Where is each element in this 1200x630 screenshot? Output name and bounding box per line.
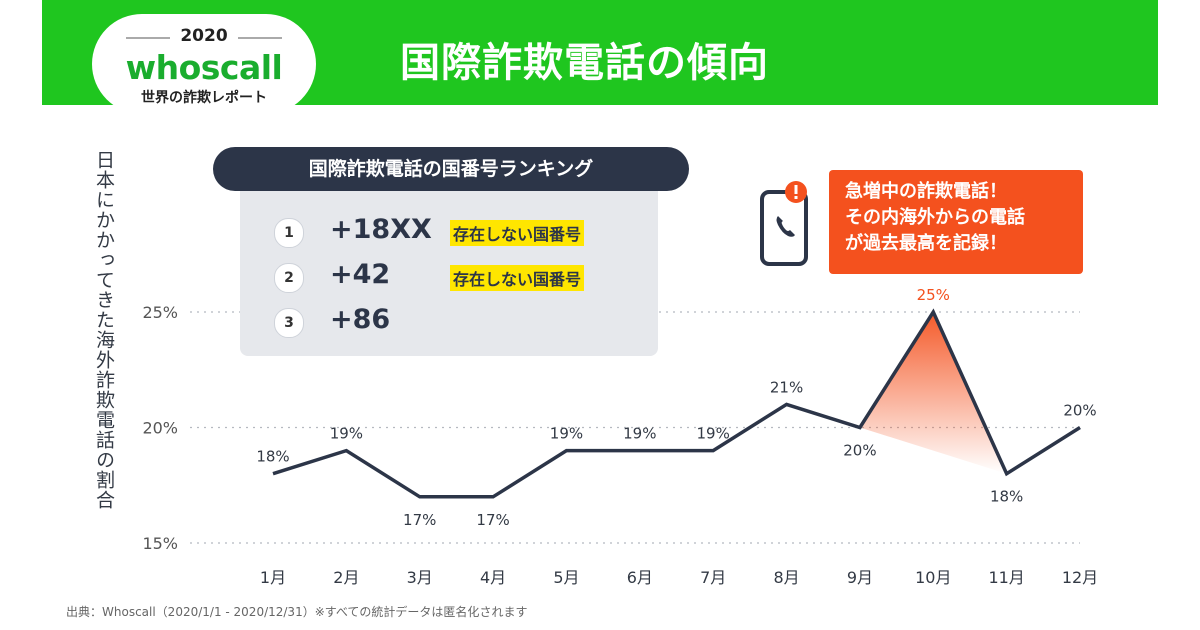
data-label: 19% [697,425,730,443]
callout-line-3: が過去最高を記録！ [845,233,1007,254]
ranking-box: 1 +18XX 存在しない国番号 2 +42 存在しない国番号 3 +86 [240,168,658,356]
x-tick-label: 9月 [847,568,873,587]
x-tick-label: 7月 [700,568,726,587]
country-code: +86 [330,304,391,335]
y-axis-label: 日本にかかってきた海外詐欺電話の割合 [93,150,115,510]
x-tick-label: 4月 [480,568,506,587]
rank-note: 存在しない国番号 [450,220,585,246]
badge-year: 2020 [180,26,228,46]
y-tick-label: 15% [142,534,178,553]
x-tick-label: 11月 [988,568,1024,587]
x-tick-label: 3月 [407,568,433,587]
data-label: 21% [770,378,803,396]
badge-subtitle: 世界の詐欺レポート [141,90,267,106]
data-label: 25% [917,286,950,304]
ranking-heading: 国際詐欺電話の国番号ランキング [213,147,689,191]
page-title: 国際詐欺電話の傾向 [400,40,769,86]
data-label: 17% [476,511,509,529]
x-tick-label: 12月 [1062,568,1098,587]
y-tick-label: 20% [142,419,178,438]
rank-number: 1 [274,218,304,248]
y-tick-label: 25% [142,303,178,322]
x-tick-label: 1月 [260,568,286,587]
peak-highlight-area [859,312,1007,474]
source-note: 出典：Whoscall（2020/1/1 - 2020/12/31）※すべての統… [66,605,528,619]
country-code: +18XX [330,214,432,245]
x-tick-label: 2月 [333,568,359,587]
data-label: 18% [990,488,1023,506]
rank-number: 3 [274,308,304,338]
callout-line-1: 急増中の詐欺電話！ [845,181,1007,202]
badge-divider-right [238,37,282,39]
rank-number: 2 [274,263,304,293]
x-tick-label: 5月 [553,568,579,587]
data-label: 17% [403,511,436,529]
phone-alert-icon [760,181,808,266]
rank-note: 存在しない国番号 [450,265,585,291]
data-label: 19% [550,425,583,443]
data-label: 19% [330,425,363,443]
callout-line-2: その内海外からの電話 [845,207,1025,228]
country-code: +42 [330,259,391,290]
data-label: 20% [1063,402,1096,420]
x-tick-label: 6月 [627,568,653,587]
brand-logo: whoscall [125,48,283,87]
data-label: 18% [256,448,289,466]
badge-divider-left [126,37,170,39]
data-label: 19% [623,425,656,443]
whoscall-badge: 2020 whoscall 世界の詐欺レポート [92,14,316,114]
x-tick-label: 10月 [915,568,951,587]
callout-box: 急増中の詐欺電話！ その内海外からの電話 が過去最高を記録！ [829,170,1083,274]
data-line-series [272,308,1081,499]
x-tick-label: 8月 [773,568,799,587]
data-label: 20% [843,442,876,460]
